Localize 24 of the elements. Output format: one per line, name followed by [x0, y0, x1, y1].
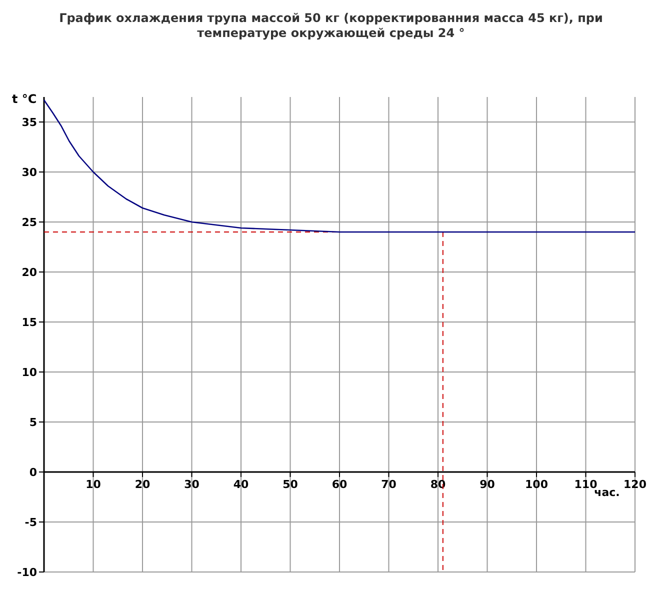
x-tick-label: 100: [525, 478, 548, 491]
x-tick-label: 30: [184, 478, 200, 491]
y-tick-label: 30: [22, 166, 38, 179]
y-tick-label: 0: [29, 466, 38, 479]
chart-title: График охлаждения трупа массой 50 кг (корректированния масса 45 кг), при температуре окружающей среды 24 °: [59, 11, 603, 40]
x-tick-label: 20: [134, 478, 150, 491]
x-tick-label: 50: [282, 478, 298, 491]
y-axis-title: t °C: [12, 92, 37, 106]
x-tick-label: 70: [381, 478, 397, 491]
y-tick-label: -5: [24, 516, 37, 529]
x-tick-label: 10: [86, 478, 102, 491]
y-tick-label: 25: [22, 216, 37, 229]
y-tick-label: 5: [29, 416, 37, 429]
x-tick-label: 120: [624, 478, 647, 491]
x-tick-label: 60: [332, 478, 348, 491]
x-tick-label: 80: [430, 478, 446, 491]
x-tick-label: 90: [480, 478, 496, 491]
y-tick-label: 35: [22, 116, 37, 129]
y-tick-label: 15: [22, 316, 37, 329]
y-tick-label: 10: [22, 366, 38, 379]
x-tick-label: 40: [233, 478, 249, 491]
y-tick-label: 20: [22, 266, 38, 279]
y-tick-label: -10: [17, 566, 38, 579]
x-tick-label: 110: [574, 478, 598, 491]
